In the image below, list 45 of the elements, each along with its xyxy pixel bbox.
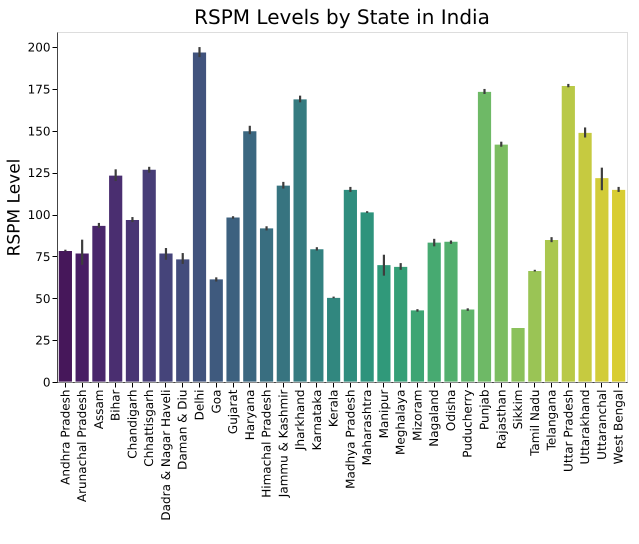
x-tick-label: Manipur [376, 389, 391, 438]
y-tick-label: 75 [35, 250, 50, 264]
chart-title: RSPM Levels by State in India [194, 5, 490, 29]
x-tick-label: Jammu & Kashmir [276, 389, 290, 498]
x-tick-label: Tamil Nadu [528, 390, 542, 457]
y-tick-label: 200 [28, 40, 50, 55]
x-tick-label: Karnataka [310, 390, 324, 450]
x-tick-label: Andhra Pradesh [58, 390, 72, 485]
x-tick-label: Nagaland [427, 390, 442, 447]
x-tick-label: Jharkhand [293, 390, 308, 452]
x-tick-label: Haryana [242, 390, 257, 440]
x-tick-label: Arunachal Pradesh [75, 390, 90, 502]
y-tick-label: 125 [28, 166, 50, 180]
x-tick-label: Meghalaya [394, 390, 408, 455]
y-tick-label: 100 [28, 208, 50, 222]
x-tick-label: Dadra & Nagar Haveli [158, 390, 173, 521]
x-tick-label: Rajasthan [494, 390, 508, 450]
x-tick-label: West Bengal [612, 390, 626, 464]
y-tick-label: 150 [28, 124, 50, 138]
x-tick-label: Mizoram [410, 390, 424, 441]
y-tick-label: 175 [28, 82, 50, 96]
x-tick-label: Puducherry [460, 390, 475, 458]
x-tick-label: Maharashtra [360, 390, 374, 466]
x-tick-label: Bihar [108, 389, 123, 421]
x-tick-label: Assam [92, 390, 106, 430]
x-tick-label: Punjab [478, 390, 492, 430]
x-tick-label: Gujarat [226, 389, 240, 434]
y-axis-title: RSPM Level [4, 158, 25, 256]
x-tick-label: Uttarakhand [578, 390, 592, 464]
y-tick-label: 25 [35, 334, 50, 348]
x-tick-label: Telangana [544, 390, 559, 452]
x-tick-label: Chhattisgarh [142, 390, 156, 467]
x-tick-label: Madhya Pradesh [343, 390, 358, 489]
x-tick-label: Kerala [326, 390, 341, 428]
x-tick-label: Daman & Diu [176, 390, 190, 470]
x-tick-label: Odisha [444, 390, 458, 432]
x-tick-label: Sikkim [511, 390, 526, 430]
y-tick-label: 50 [35, 292, 50, 306]
x-tick-label: Delhi [192, 390, 206, 420]
x-tick-label: Goa [209, 390, 224, 414]
x-tick-label: Himachal Pradesh [260, 390, 274, 498]
x-tick-label: Chandigarh [125, 390, 140, 459]
x-tick-label: Uttar Pradesh [561, 390, 576, 472]
x-tick-label: Uttaranchal [594, 390, 609, 460]
y-tick-label: 0 [42, 376, 50, 390]
